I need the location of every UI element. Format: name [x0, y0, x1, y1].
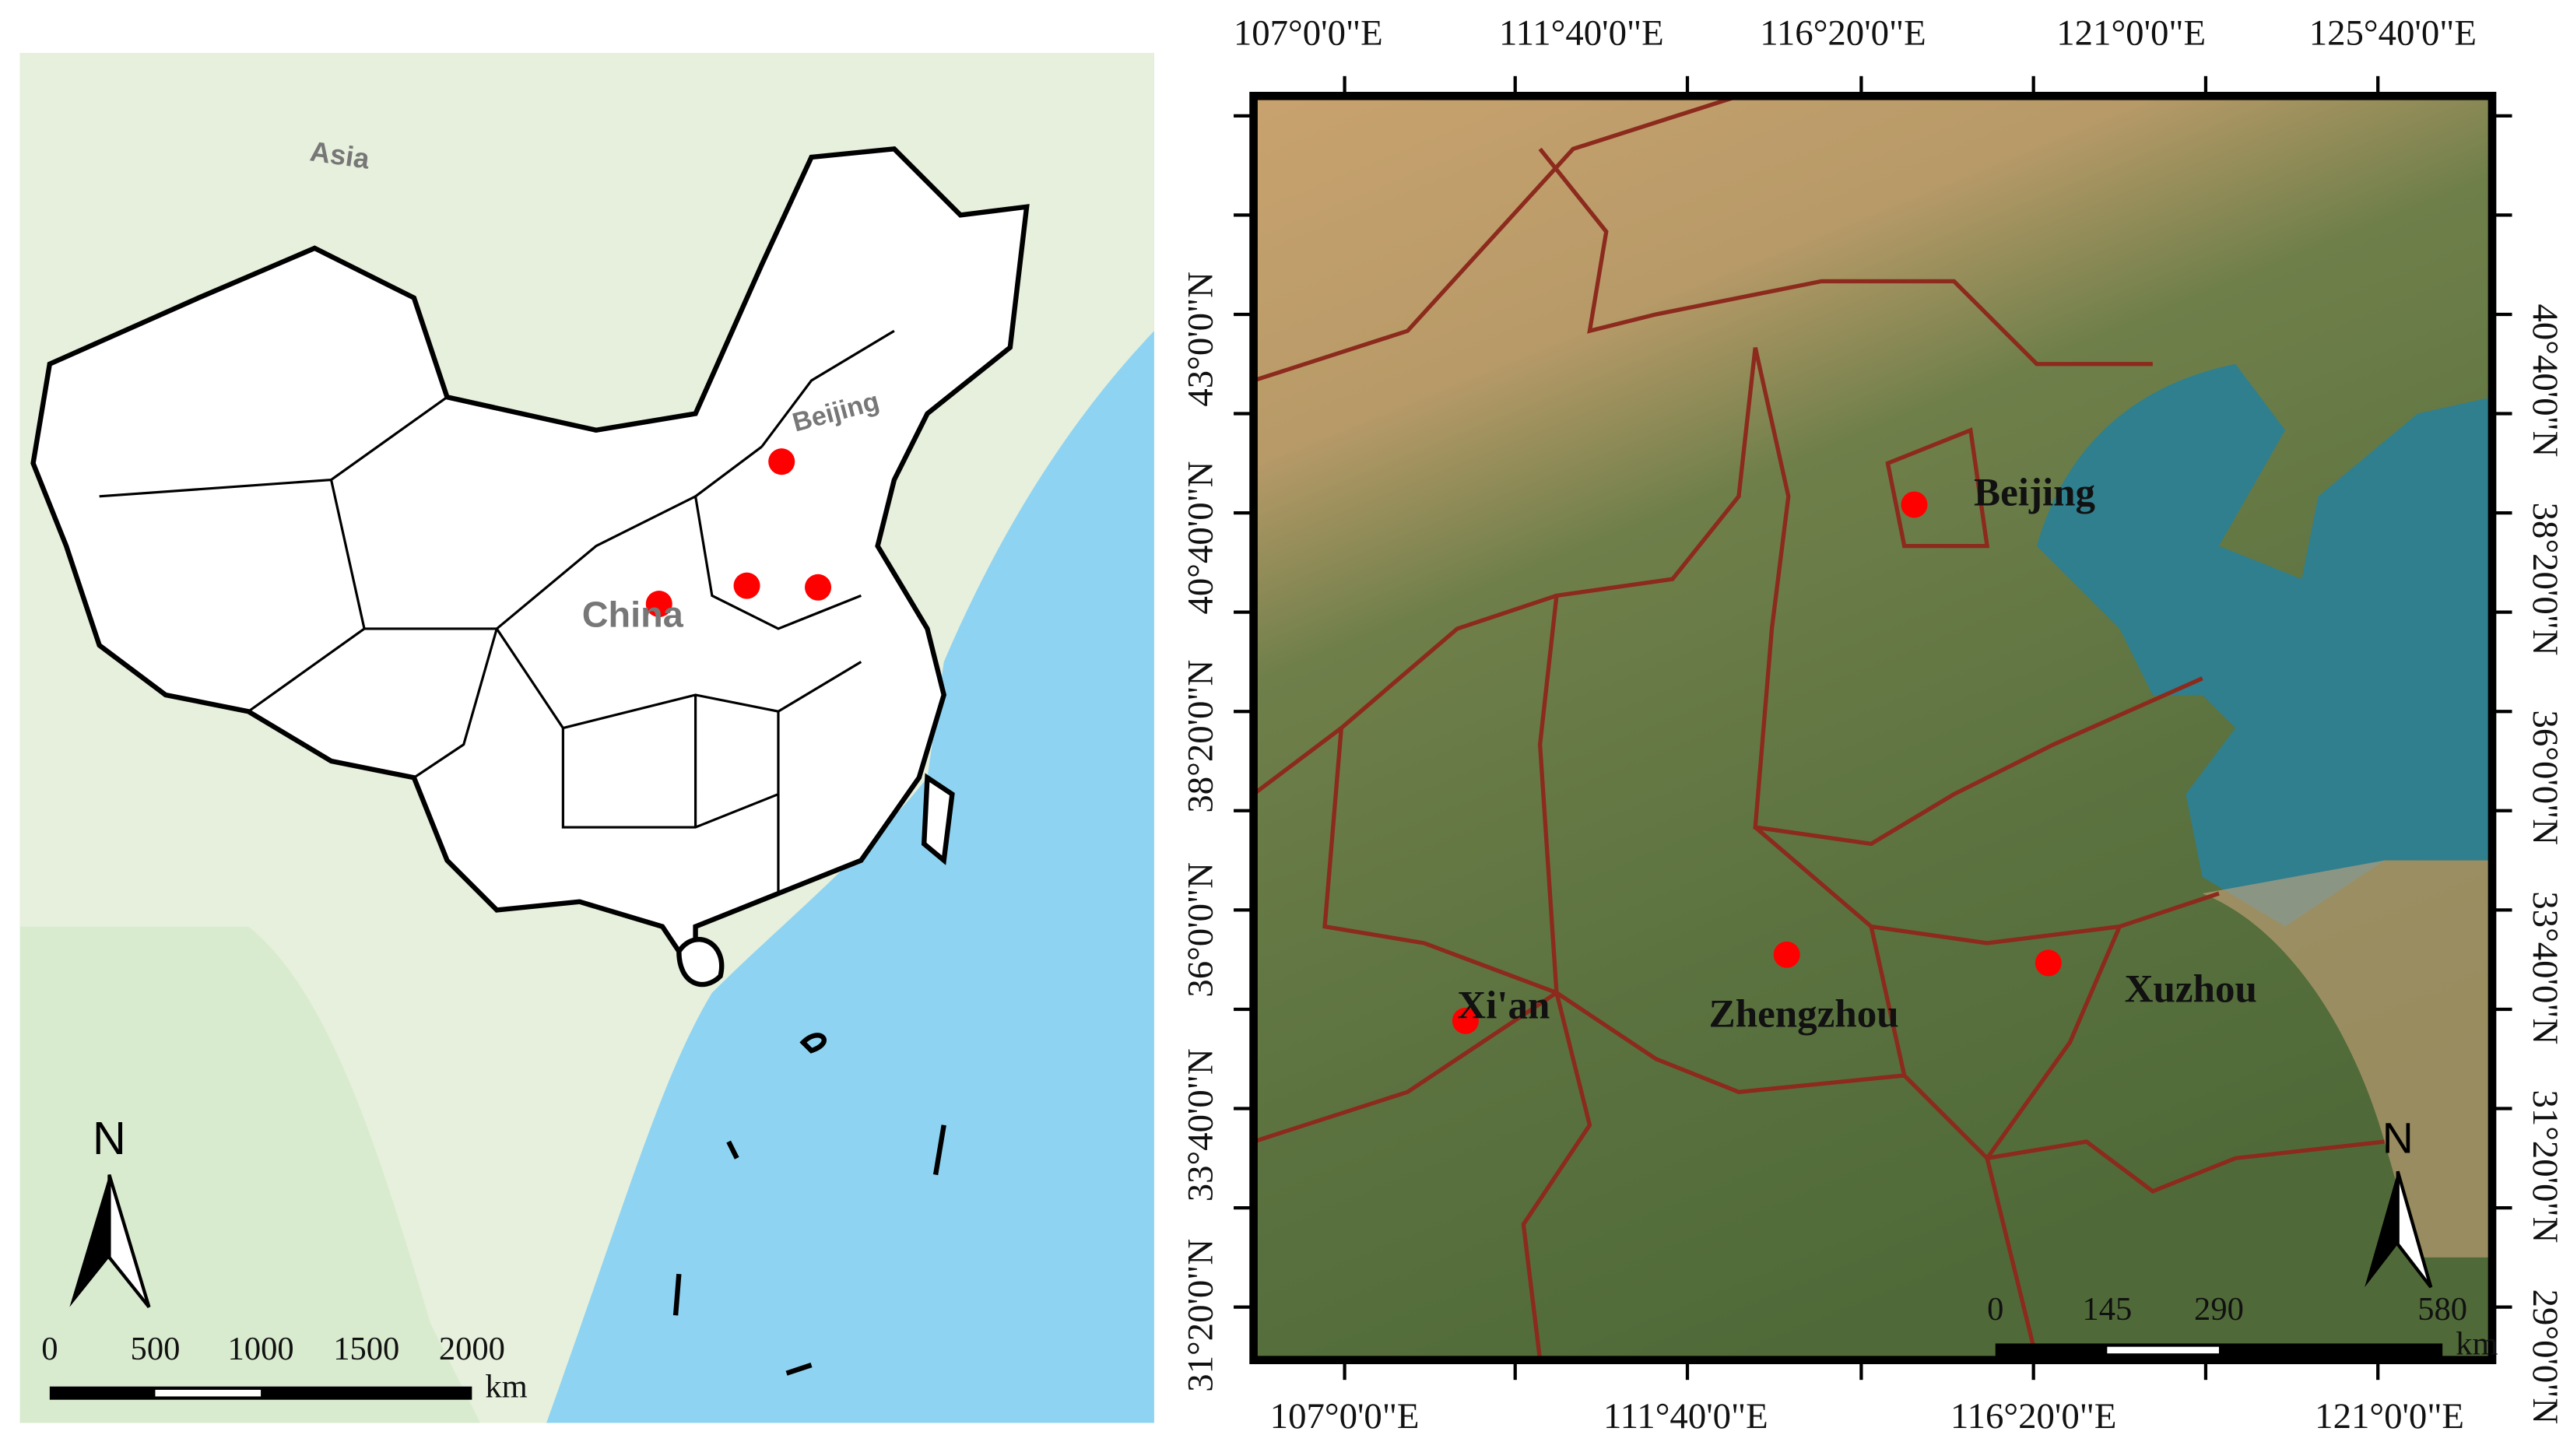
- site-dot: [805, 574, 832, 601]
- top-tick-label: 111°40'0"E: [1499, 13, 1664, 54]
- north-arrow: [107, 1174, 151, 1308]
- right-tick-label: 40°40'0"N: [2525, 304, 2565, 458]
- scale-segment: [2107, 1346, 2219, 1354]
- north-label: N: [2382, 1114, 2414, 1163]
- bottom-tick-label: 121°0'0"E: [2315, 1396, 2464, 1437]
- city-dot: [1901, 491, 1928, 518]
- scale-segment: [155, 1389, 262, 1397]
- right-tick-label: 29°0'0"N: [2525, 1289, 2565, 1425]
- bottom-tick-label: 111°40'0"E: [1603, 1396, 1768, 1437]
- top-tick-label: 121°0'0"E: [2056, 13, 2206, 54]
- city-dot: [1452, 1007, 1479, 1034]
- scale-label: 580: [2417, 1291, 2467, 1328]
- site-dot: [733, 572, 760, 599]
- scale-segment: [49, 1386, 472, 1400]
- study-sites: [645, 448, 832, 618]
- cities: Beijing Xi'an Zhengzhou Xuzhou: [1452, 472, 2257, 1036]
- top-tick-label: 107°0'0"E: [1234, 13, 1383, 54]
- bottom-tick-label: 116°20'0"E: [1950, 1396, 2116, 1437]
- top-tick-label: 125°40'0"E: [2309, 13, 2477, 54]
- north-arrow: [2396, 1170, 2433, 1289]
- left-tick-label: 38°20'0"N: [1180, 660, 1220, 813]
- scale-unit: km: [485, 1369, 527, 1405]
- scale-label: 0: [41, 1331, 58, 1367]
- land: [19, 926, 480, 1423]
- right-tick-label: 36°0'0"N: [2525, 710, 2565, 846]
- city-label: Xi'an: [1457, 984, 1550, 1028]
- scale-label: 500: [131, 1331, 181, 1367]
- graticule-labels: 107°0'0"E 111°40'0"E 116°20'0"E 121°0'0"E 12…: [1180, 13, 2565, 1437]
- hainan: [676, 937, 725, 988]
- scale-unit: km: [2456, 1325, 2498, 1362]
- right-tick-label: 31°20'0"N: [2525, 1089, 2565, 1243]
- scale-label: 290: [2194, 1291, 2244, 1328]
- province-borders: [1252, 93, 2386, 1361]
- province-borders: [99, 329, 895, 894]
- map-frame: [1249, 92, 2497, 1364]
- left-tick-label: 33°40'0"N: [1180, 1048, 1220, 1202]
- coast: [2202, 860, 2493, 1258]
- scale-label: 2000: [439, 1331, 505, 1367]
- bottom-tick-label: 107°0'0"E: [1270, 1396, 1420, 1437]
- city-label: Zhengzhou: [1709, 992, 1899, 1036]
- city-label: Xuzhou: [2125, 967, 2257, 1011]
- scale-label: 0: [1987, 1291, 2003, 1328]
- right-tick-label: 33°40'0"N: [2525, 891, 2565, 1044]
- site-dot: [768, 448, 795, 475]
- taiwan: [921, 773, 955, 865]
- city-label: Beijing: [1974, 472, 2095, 515]
- city-dot: [1773, 941, 1800, 968]
- left-tick-label: 40°40'0"N: [1180, 461, 1220, 615]
- scale-label: 145: [2082, 1291, 2132, 1328]
- right-tick-label: 38°20'0"N: [2525, 503, 2565, 656]
- left-tick-label: 31°20'0"N: [1180, 1239, 1220, 1392]
- study-area-map: 107°0'0"E 111°40'0"E 116°20'0"E 121°0'0"E 12…: [1180, 13, 2565, 1437]
- left-tick-label: 43°0'0"N: [1180, 272, 1220, 407]
- north-label: N: [93, 1112, 126, 1164]
- scale-label: 1000: [228, 1331, 294, 1367]
- city-dot: [2035, 949, 2062, 977]
- sea: [2036, 363, 2493, 927]
- top-tick-label: 116°20'0"E: [1760, 13, 1926, 54]
- site-dot: [645, 591, 672, 618]
- map-label: China: [582, 594, 684, 634]
- scale-label: 1500: [333, 1331, 399, 1367]
- left-tick-label: 36°0'0"N: [1180, 862, 1220, 998]
- islands: [672, 1033, 946, 1376]
